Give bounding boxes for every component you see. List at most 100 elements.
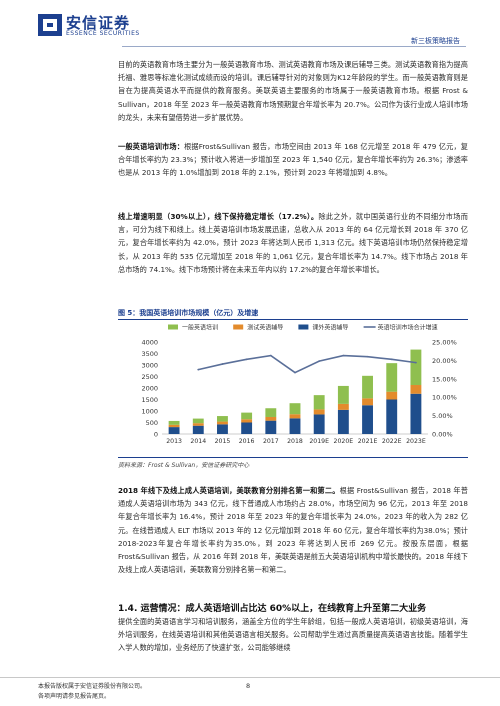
x-tick-label: 2013 — [166, 438, 182, 445]
logo-subtext: ESSENCE SECURITIES — [66, 30, 140, 37]
bar-segment — [192, 423, 204, 426]
chart-growth-line — [197, 354, 417, 374]
legend-swatch — [168, 324, 178, 330]
bar-segment — [410, 385, 422, 394]
legend-label: 课外英语辅导 — [312, 323, 348, 331]
paragraph-body: 根据Frost&Sullivan 报告，市场空间由 2013 年 168 亿元增… — [118, 142, 468, 178]
x-tick-label: 2021E — [358, 438, 378, 445]
y-tick-label: 2500 — [141, 373, 158, 381]
x-tick-label: 2022E — [382, 438, 402, 445]
page-number: 8 — [246, 682, 251, 690]
growth-point — [269, 354, 272, 357]
chart-legend: 一般英语培训 测试英语辅导 课外英语辅导 英语培训市场合计增速 — [168, 323, 438, 331]
bar-segment — [313, 409, 325, 415]
bar-segment — [313, 395, 325, 410]
bar-segment — [362, 398, 373, 406]
footer-divider — [0, 677, 500, 678]
bar-segment — [241, 419, 253, 423]
bar-segment — [337, 385, 349, 404]
paragraph-general-english: 一般英语培训市场：根据Frost&Sullivan 报告，市场空间由 2013 … — [118, 140, 468, 180]
legend-swatch — [233, 324, 244, 330]
page-header: 安信证券 ESSENCE SECURITIES 新三板策略报告 — [0, 0, 500, 50]
bar-segment — [192, 425, 204, 434]
paragraph-market-overview: 目前的英语教育市场主要分为一般英语教育市场、测试英语教育市场及课后辅导三类。测试… — [118, 60, 468, 122]
x-tick-label: 2014 — [190, 438, 206, 445]
growth-line — [198, 354, 417, 374]
figure-top-rule — [118, 319, 468, 320]
paragraph-operations: 提供全面的英语语言学习和培训服务，涵盖全方位的学生年龄组，包括一般成人英语培训，… — [118, 617, 468, 653]
growth-point — [342, 354, 345, 357]
legend-label: 一般英语培训 — [182, 323, 218, 331]
bar-segment — [265, 416, 277, 421]
growth-point — [318, 360, 321, 363]
bar-segment — [362, 375, 373, 399]
growth-point — [366, 355, 369, 358]
y2-tick-label: 20.00% — [432, 357, 457, 365]
y-tick-label: 2000 — [141, 385, 158, 393]
bar-segment — [362, 405, 373, 434]
bar-segment — [168, 427, 180, 434]
header-divider — [122, 46, 466, 47]
x-tick-label: 2018 — [287, 438, 303, 445]
bar-segment — [386, 363, 398, 392]
bar-segment — [217, 421, 228, 425]
paragraph-body: 根据 Frost&Sullivan 报告，2018 年普通成人英语培训市场为 3… — [118, 486, 468, 575]
bar-segment — [289, 403, 301, 415]
y-tick-label: 0 — [154, 431, 158, 439]
y2-tick-label: 10.00% — [432, 394, 457, 402]
paragraph-online-offline: 线上增速明显（30%以上），线下保持稳定增长（17.2%）。除此之外，就中国英语… — [118, 210, 468, 276]
bar-segment — [217, 416, 228, 422]
y2-tick-label: 5.00% — [432, 412, 453, 420]
growth-point — [221, 363, 224, 365]
y2-tick-label: 15.00% — [432, 375, 457, 383]
bar-segment — [265, 408, 277, 417]
figure-source: 资料来源：Frost & Sullivan，安信证券研究中心 — [118, 462, 250, 469]
growth-point — [197, 368, 200, 371]
bar-segment — [168, 420, 180, 425]
footer-disclaimer: 各项声明请参见报告尾页。 — [38, 693, 111, 700]
report-type: 新三板策略报告 — [411, 37, 460, 45]
growth-point — [390, 358, 393, 361]
legend-label: 英语培训市场合计增速 — [378, 323, 438, 331]
x-tick-label: 2019E — [309, 438, 329, 445]
bar-segment — [241, 422, 253, 434]
bar-segment — [192, 418, 204, 424]
legend-swatch — [298, 324, 309, 330]
paragraph-ranking: 2018 年线下及线上成人英语培训，美联教育分别排名第一和第二。根据 Frost… — [118, 484, 468, 576]
section-heading: 1.4. 运营情况：成人英语培训占比达 60%以上，在线教育上升至第二大业务 — [118, 604, 427, 614]
y-tick-label: 500 — [146, 419, 158, 427]
y2-tick-label: 25.00% — [432, 339, 457, 347]
growth-point — [245, 358, 248, 361]
y2-tick-label: 0.00% — [432, 431, 453, 439]
x-tick-label: 2023E — [406, 438, 426, 445]
bar-segment — [410, 349, 422, 386]
legend-label: 测试英语辅导 — [247, 323, 283, 331]
paragraph-lead: 线上增速明显（30%以上），线下保持稳定增长（17.2%）。 — [118, 212, 319, 221]
market-size-chart: 一般英语培训 测试英语辅导 课外英语辅导 英语培训市场合计增速 0 500 1000 150… — [141, 323, 457, 445]
bar-segment — [337, 403, 349, 410]
paragraph-lead: 2018 年线下及线上成人英语培训，美联教育分别排名第一和第二。 — [118, 486, 340, 495]
y-tick-label: 4000 — [141, 339, 158, 347]
x-tick-label: 2016 — [239, 438, 255, 445]
bar-segment — [217, 424, 228, 434]
bar-segment — [241, 412, 253, 420]
growth-point — [415, 361, 417, 364]
growth-point — [294, 371, 296, 374]
bar-segment — [313, 414, 325, 434]
paragraph-lead: 一般英语培训市场： — [118, 142, 185, 151]
bar-segment — [386, 391, 398, 400]
essence-logo-icon — [38, 14, 62, 36]
figure-bottom-rule — [118, 457, 468, 458]
bar-segment — [289, 418, 301, 434]
bar-segment — [265, 420, 277, 434]
y-tick-label: 3500 — [141, 350, 158, 358]
x-tick-label: 2015 — [215, 438, 231, 445]
x-tick-label: 2020E — [334, 438, 354, 445]
bar-segment — [168, 424, 180, 428]
y-tick-label: 1500 — [141, 396, 158, 404]
bar-segment — [410, 393, 422, 434]
y-tick-label: 1000 — [141, 408, 158, 416]
y-tick-label: 3000 — [141, 362, 158, 370]
paragraph-body: 除此之外，就中国英语行业的不同细分市场而言，可分为线下和线上。线上英语培训市场发… — [118, 212, 468, 274]
bar-segment — [386, 399, 398, 434]
